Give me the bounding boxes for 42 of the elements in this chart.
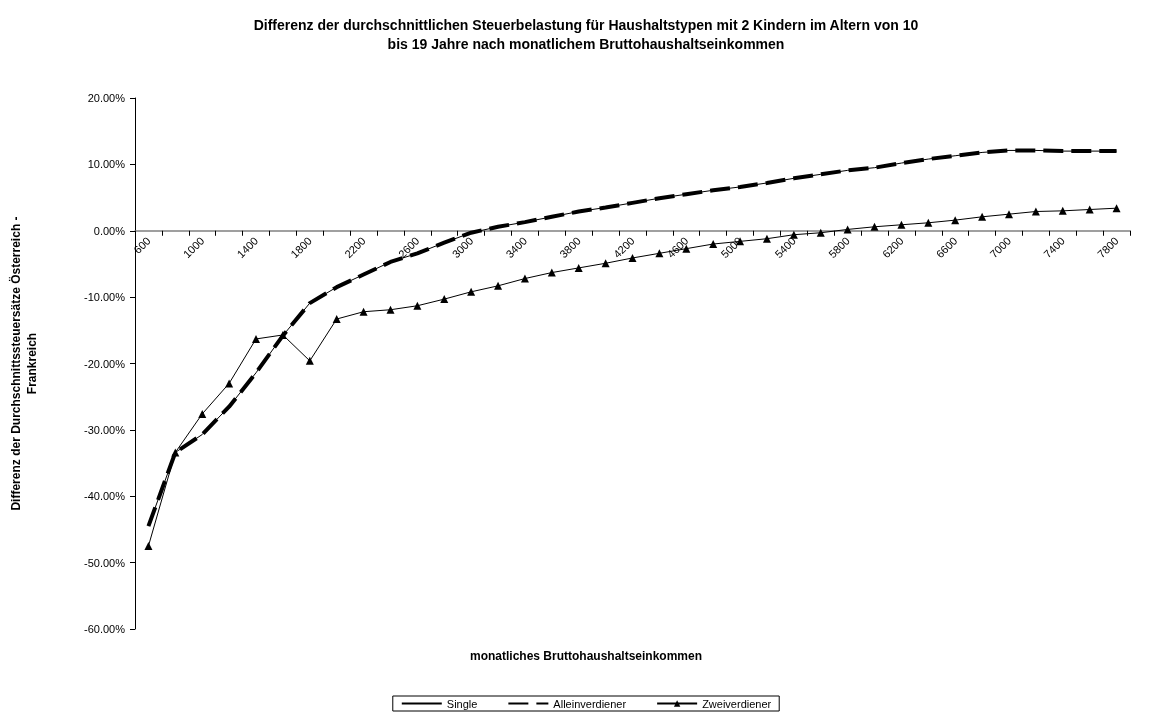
point: [413, 301, 422, 310]
point: [144, 542, 153, 551]
point: [870, 222, 879, 231]
point: [762, 234, 771, 243]
point: [1031, 207, 1040, 216]
point: [278, 330, 287, 339]
point: [305, 356, 314, 365]
point: [332, 315, 341, 324]
point: [520, 274, 529, 283]
chart-title: Differenz der durchschnittlichen Steuerbelastung für Haushaltstypen mit 2 Kindern im Altern von 10 bis 19 Jahre nach monatlichem Bruttohaushaltseinkommen: [253, 16, 919, 52]
y-tick-label: 20.00%: [87, 92, 126, 104]
y-tick-label: -20.00%: [84, 357, 126, 370]
legend-label: Alleinverdiener: [553, 697, 627, 710]
y-tick-label: -30.00%: [84, 423, 126, 436]
legend-label: Zweiverdiener: [702, 697, 772, 710]
point: [386, 305, 395, 314]
x-axis-title: monatliches Bruttohaushaltseinkommen: [469, 649, 703, 663]
point: [1004, 210, 1013, 219]
y-tick-label: -10.00%: [84, 291, 126, 304]
legend-label: Single: [446, 697, 478, 710]
point: [709, 240, 718, 249]
point: [547, 268, 556, 277]
point: [198, 409, 207, 418]
y-tick-label: 10.00%: [87, 158, 126, 171]
y-tick-label: -50.00%: [84, 556, 126, 569]
point: [574, 263, 583, 272]
y-tick-label: 0.00%: [93, 224, 126, 237]
point: [467, 287, 476, 296]
point: [816, 228, 825, 237]
point: [978, 212, 987, 221]
y-tick-label: -60.00%: [84, 623, 126, 635]
point: [1085, 205, 1094, 214]
point: [252, 334, 261, 343]
point: [1112, 204, 1121, 213]
point: [1058, 206, 1067, 215]
y-tick-label: -40.00%: [84, 490, 126, 503]
point: [897, 220, 906, 229]
y-axis-title: Differenz der Durchschnittssteuersätze Österreich - Frankreich: [8, 216, 39, 511]
point: [601, 259, 610, 268]
point: [924, 218, 933, 227]
point: [494, 281, 503, 290]
point: [359, 307, 368, 316]
